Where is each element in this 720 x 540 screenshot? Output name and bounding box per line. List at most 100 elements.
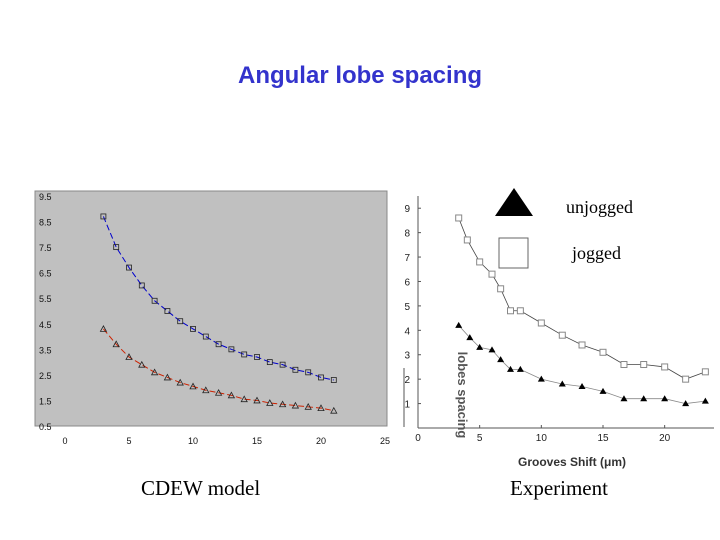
y-tick-label: 9.5: [39, 192, 52, 202]
data-point: [228, 346, 235, 353]
data-point-unjogged: [507, 365, 514, 372]
data-point-jogged: [558, 331, 566, 339]
data-point: [266, 359, 273, 366]
data-point: [113, 244, 120, 251]
data-point: [151, 297, 158, 304]
data-point-unjogged: [516, 365, 524, 372]
y-tick-label: 3.5: [39, 345, 52, 355]
data-point: [112, 340, 120, 348]
data-point-unjogged: [640, 395, 648, 402]
x-tick-label: 20: [659, 433, 671, 444]
x-tick-label: 0: [415, 433, 421, 444]
data-point-unjogged: [558, 380, 566, 387]
data-point-unjogged: [455, 321, 463, 328]
x-tick-label: 5: [477, 433, 483, 444]
series-line-jogged: [458, 217, 706, 380]
x-tick-labels: 0 5 10 15 20: [415, 425, 671, 444]
y-tick-label: 9: [404, 204, 410, 215]
data-point: [227, 391, 236, 399]
data-point-jogged: [507, 307, 514, 315]
data-point: [304, 402, 312, 410]
data-point: [279, 361, 286, 368]
data-point: [317, 404, 325, 412]
series-layer: [99, 213, 338, 414]
slide-title: Angular lobe spacing: [237, 62, 483, 89]
data-point-unjogged: [537, 375, 545, 382]
data-point-jogged: [476, 258, 484, 266]
x-tick-label: 0: [62, 436, 67, 446]
data-point: [99, 325, 108, 332]
data-point: [176, 378, 184, 386]
unjogged-legend-triangle-icon: [495, 188, 533, 216]
axes: [403, 196, 714, 429]
right-caption: Experiment: [510, 476, 608, 500]
y-tick-label: 8.5: [39, 218, 52, 228]
y-tick-label: 1.5: [39, 396, 52, 406]
x-tick-label: 15: [597, 433, 609, 444]
data-point-unjogged: [620, 395, 628, 402]
data-point: [266, 399, 274, 406]
data-point: [241, 351, 248, 358]
data-point-unjogged: [701, 397, 709, 404]
data-point-jogged: [620, 361, 628, 369]
y-tick-label: 2: [404, 375, 410, 386]
data-point-jogged: [463, 236, 471, 244]
y-tick-label: 8: [404, 229, 410, 240]
y-tick-label: 1: [404, 400, 410, 411]
data-point: [138, 282, 145, 289]
data-point: [330, 406, 338, 414]
cdew-model-chart: 0.5 1.5 2.5 3.5 4.5 5.5 6.5 7.5 8.5 9.5 0 5 10 15 20 2…: [34, 190, 390, 446]
data-point: [163, 373, 172, 381]
x-tick-label: 15: [252, 436, 262, 446]
y-tick-label: 7.5: [39, 243, 52, 253]
x-tick-label: 25: [380, 436, 390, 446]
series-layer: [455, 214, 709, 407]
data-point: [189, 382, 197, 390]
jogged-legend-square-icon: [498, 237, 529, 269]
legend-label-unjogged: unjogged: [566, 197, 633, 217]
data-point: [240, 395, 248, 403]
data-point-jogged: [497, 285, 505, 293]
y-tick-label: 6.5: [39, 269, 52, 279]
data-point-unjogged: [682, 400, 690, 407]
data-point-jogged: [701, 368, 709, 376]
data-point: [138, 360, 146, 368]
data-point: [291, 401, 300, 409]
data-point-jogged: [537, 319, 545, 327]
series-line-lower: [103, 328, 334, 412]
data-point-unjogged: [497, 356, 505, 363]
x-tick-label: 10: [536, 433, 548, 444]
data-point-jogged: [578, 341, 586, 349]
data-point: [292, 366, 299, 373]
y-tick-label: 5: [404, 302, 410, 313]
data-point: [100, 213, 107, 220]
data-point: [125, 353, 133, 360]
data-point: [330, 377, 337, 383]
data-point: [202, 333, 209, 340]
y-tick-label: 2.5: [39, 371, 52, 381]
y-tick-label: 0.5: [39, 422, 52, 432]
data-point: [202, 386, 210, 394]
data-point: [164, 308, 171, 314]
series-line-upper: [102, 216, 334, 381]
plot-area: [34, 190, 388, 427]
y-tick-label: 3: [404, 351, 410, 362]
y-tick-labels: 1 2 3 4 5 6 7 8 9: [404, 204, 421, 411]
data-point: [254, 354, 260, 360]
y-axis-label: lobes spacing: [455, 352, 470, 439]
data-point: [305, 369, 312, 376]
data-point-jogged: [488, 270, 496, 278]
data-point-unjogged: [578, 382, 586, 389]
data-point-jogged: [516, 307, 524, 315]
legend: [495, 188, 533, 269]
data-point: [318, 374, 324, 381]
x-axis-label: Grooves Shift (μm): [518, 455, 626, 469]
left-caption: CDEW model: [141, 476, 261, 500]
data-point: [253, 396, 261, 404]
data-point-unjogged: [476, 343, 484, 350]
data-point-jogged: [599, 348, 607, 356]
data-point-jogged: [455, 214, 463, 222]
data-point: [278, 400, 287, 408]
data-point: [150, 368, 159, 376]
data-point: [214, 388, 223, 396]
